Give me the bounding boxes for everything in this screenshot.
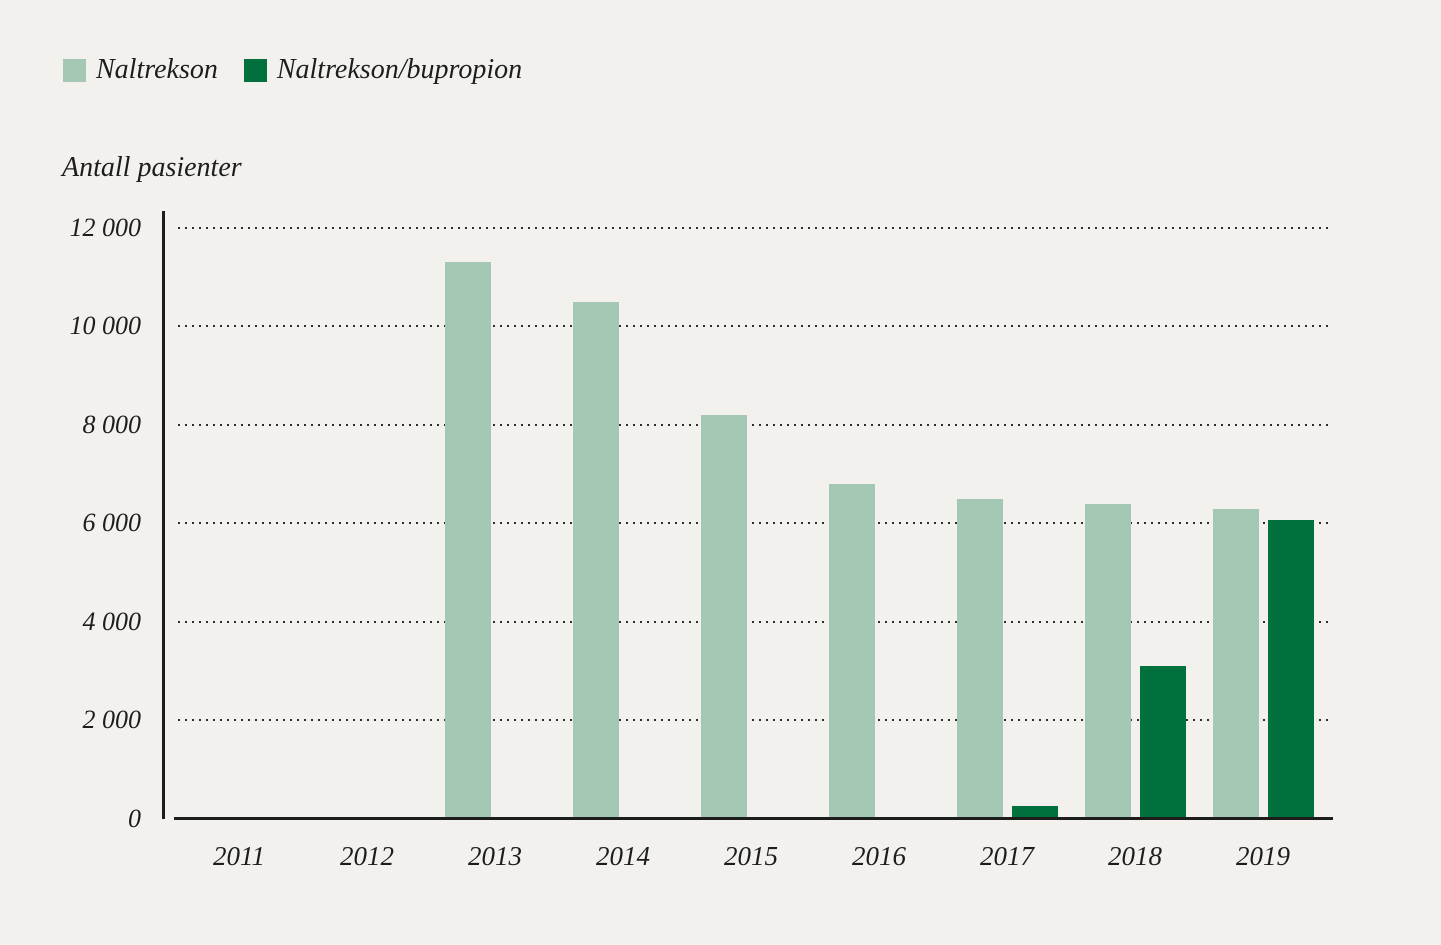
bar-naltrekson-2015 — [700, 415, 747, 819]
legend-label-naltrekson-bupropion: Naltrekson/bupropion — [276, 54, 523, 85]
bar-naltrekson-2017 — [956, 498, 1003, 819]
legend-swatch-naltrekson — [63, 58, 86, 82]
y-axis-line — [162, 211, 165, 819]
y-tick-label-2000: 2 000 — [82, 705, 142, 734]
y-tick-label-6000: 6 000 — [82, 508, 142, 537]
x-tick-label-2014: 2014 — [596, 841, 650, 871]
gridline-2000 — [178, 719, 1331, 721]
bar-naltrekson-2013 — [444, 262, 491, 819]
legend-item-naltrekson-bupropion: Naltrekson/bupropion — [243, 54, 523, 85]
x-tick-label-2019: 2019 — [1236, 841, 1290, 871]
bar-naltrekson-2018 — [1084, 503, 1131, 819]
y-tick-label-8000: 8 000 — [82, 409, 142, 439]
y-axis-title: Antall pasienter — [62, 152, 242, 183]
y-tick-label-10000: 10 000 — [69, 311, 142, 340]
x-tick-label-2013: 2013 — [468, 841, 522, 871]
x-tick-label-2012: 2012 — [340, 841, 394, 871]
x-tick-label-2017: 2017 — [980, 841, 1034, 871]
gridline-4000 — [178, 620, 1331, 623]
gridline-10000 — [178, 325, 1331, 327]
bar-naltrekson-bupropion-2018 — [1139, 666, 1186, 819]
x-tick-label-2015: 2015 — [724, 841, 778, 871]
legend-label-naltrekson: Naltrekson — [96, 54, 218, 85]
bar-naltrekson-2014 — [572, 301, 619, 819]
y-tick-label-12000: 12 000 — [69, 212, 142, 242]
y-tick-label-0: 0 — [128, 803, 141, 833]
gridline-12000 — [178, 226, 1331, 229]
x-tick-label-2018: 2018 — [1108, 841, 1162, 871]
x-tick-label-2011: 2011 — [213, 841, 265, 871]
bar-naltrekson-bupropion-2017 — [1011, 805, 1058, 819]
legend: Naltrekson Naltrekson/bupropion — [63, 56, 522, 84]
x-axis-line — [174, 817, 1333, 820]
gridline-8000 — [178, 423, 1331, 426]
x-tick-label-2016: 2016 — [852, 841, 906, 871]
bar-naltrekson-bupropion-2019 — [1267, 519, 1314, 819]
gridline-6000 — [178, 522, 1331, 524]
legend-swatch-naltrekson-bupropion — [243, 58, 267, 82]
bar-naltrekson-2019 — [1212, 508, 1259, 819]
legend-item-naltrekson: Naltrekson — [63, 56, 218, 84]
y-tick-label-4000: 4 000 — [82, 606, 142, 636]
bar-naltrekson-2016 — [828, 484, 875, 819]
